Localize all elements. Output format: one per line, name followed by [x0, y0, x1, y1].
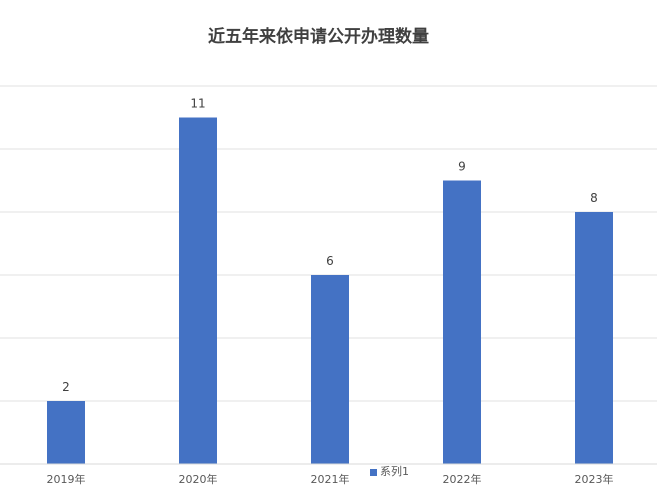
data-label: 2 [62, 380, 70, 394]
data-label: 9 [458, 160, 466, 174]
data-label: 8 [590, 191, 598, 205]
legend-label: 系列1 [380, 465, 409, 478]
data-label: 11 [190, 97, 205, 111]
x-tick-label: 2022年 [443, 472, 482, 486]
legend: 系列1 [370, 466, 409, 478]
x-tick-label: 2021年 [311, 472, 350, 486]
bar-2019年 [47, 401, 85, 464]
bar-2021年 [311, 275, 349, 464]
bar-2023年 [575, 212, 613, 464]
bar-2020年 [179, 117, 217, 464]
x-tick-label: 2020年 [179, 472, 218, 486]
bar-2022年 [443, 180, 481, 464]
legend-swatch [370, 468, 377, 476]
x-tick-label: 2023年 [575, 472, 614, 486]
data-label: 6 [326, 254, 334, 268]
x-tick-label: 2019年 [47, 472, 86, 486]
chart-title: 近五年来依申请公开办理数量 [208, 27, 429, 47]
